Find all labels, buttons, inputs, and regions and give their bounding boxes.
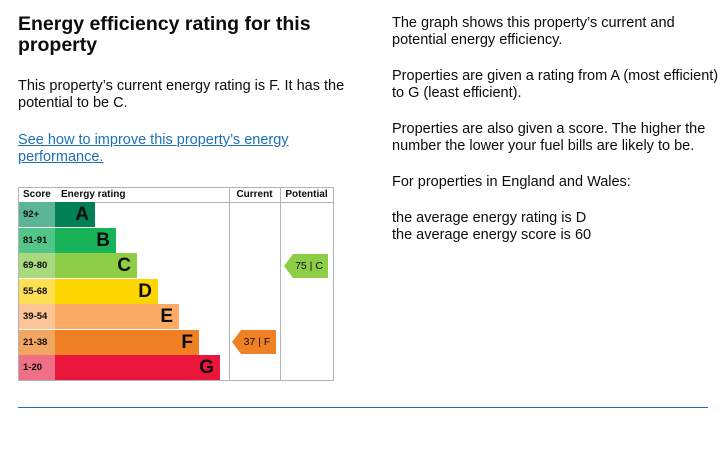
- band-score-label: 92+: [19, 202, 55, 227]
- explanation-region: For properties in England and Wales:: [392, 174, 631, 190]
- current-column-header: Current: [236, 189, 273, 200]
- section-divider: [18, 407, 708, 408]
- score-column-header: Score: [23, 189, 51, 200]
- page-title: Energy efficiency rating for this proper…: [18, 13, 311, 56]
- potential-rating-arrow-label: 75 | C: [295, 259, 323, 272]
- band-letter: C: [117, 255, 131, 276]
- explanation-score: Properties are also given a score. The h…: [392, 121, 706, 154]
- band-bar: B: [55, 227, 116, 253]
- current-column-divider: [229, 188, 230, 380]
- rating-band-d: 55-68 D: [19, 278, 229, 304]
- rating-band-e: 39-54 E: [19, 304, 229, 329]
- current-rating-arrow: 37 | F: [232, 330, 276, 354]
- band-bar: A: [55, 202, 95, 227]
- rating-column-header: Energy rating: [61, 189, 126, 200]
- band-score-label: 21-38: [19, 329, 55, 355]
- band-bar: G: [55, 355, 220, 380]
- header-divider: [19, 202, 333, 203]
- band-letter: G: [199, 357, 214, 378]
- band-bar: F: [55, 329, 199, 355]
- rating-summary-text: This property’s current energy rating is…: [18, 78, 345, 111]
- band-bar: C: [55, 253, 137, 278]
- band-bar: D: [55, 278, 158, 304]
- band-letter: A: [75, 204, 89, 225]
- rating-band-f: 21-38 F: [19, 329, 229, 355]
- band-score-label: 69-80: [19, 253, 55, 278]
- explanation-rating-scale: Properties are given a rating from A (mo…: [392, 68, 719, 101]
- band-letter: B: [96, 229, 110, 251]
- rating-band-g: 1-20 G: [19, 355, 229, 380]
- rating-band-a: 92+ A: [19, 202, 229, 227]
- rating-band-c: 69-80 C: [19, 253, 229, 278]
- potential-column-divider: [280, 188, 281, 380]
- potential-rating-arrow: 75 | C: [284, 253, 328, 278]
- band-score-label: 39-54: [19, 304, 55, 329]
- rating-band-b: 81-91 B: [19, 227, 229, 253]
- potential-column-header: Potential: [285, 189, 328, 200]
- rating-explanation: The graph shows this property’s current …: [392, 15, 722, 244]
- explanation-graph: The graph shows this property’s current …: [392, 15, 675, 48]
- energy-rating-chart: Score Energy rating Current Potential 92…: [18, 187, 334, 381]
- band-score-label: 55-68: [19, 278, 55, 304]
- band-score-label: 81-91: [19, 227, 55, 253]
- band-letter: E: [160, 306, 173, 327]
- current-rating-arrow-label: 37 | F: [243, 336, 271, 348]
- improve-performance-link[interactable]: See how to improve this property’s energ…: [18, 132, 289, 165]
- average-rating: the average energy rating is D: [392, 210, 587, 226]
- average-score: the average energy score is 60: [392, 227, 592, 243]
- band-letter: F: [181, 331, 193, 353]
- band-letter: D: [138, 280, 152, 302]
- band-bar: E: [55, 304, 179, 329]
- band-score-label: 1-20: [19, 355, 55, 380]
- rating-summary: Energy efficiency rating for this proper…: [18, 14, 348, 166]
